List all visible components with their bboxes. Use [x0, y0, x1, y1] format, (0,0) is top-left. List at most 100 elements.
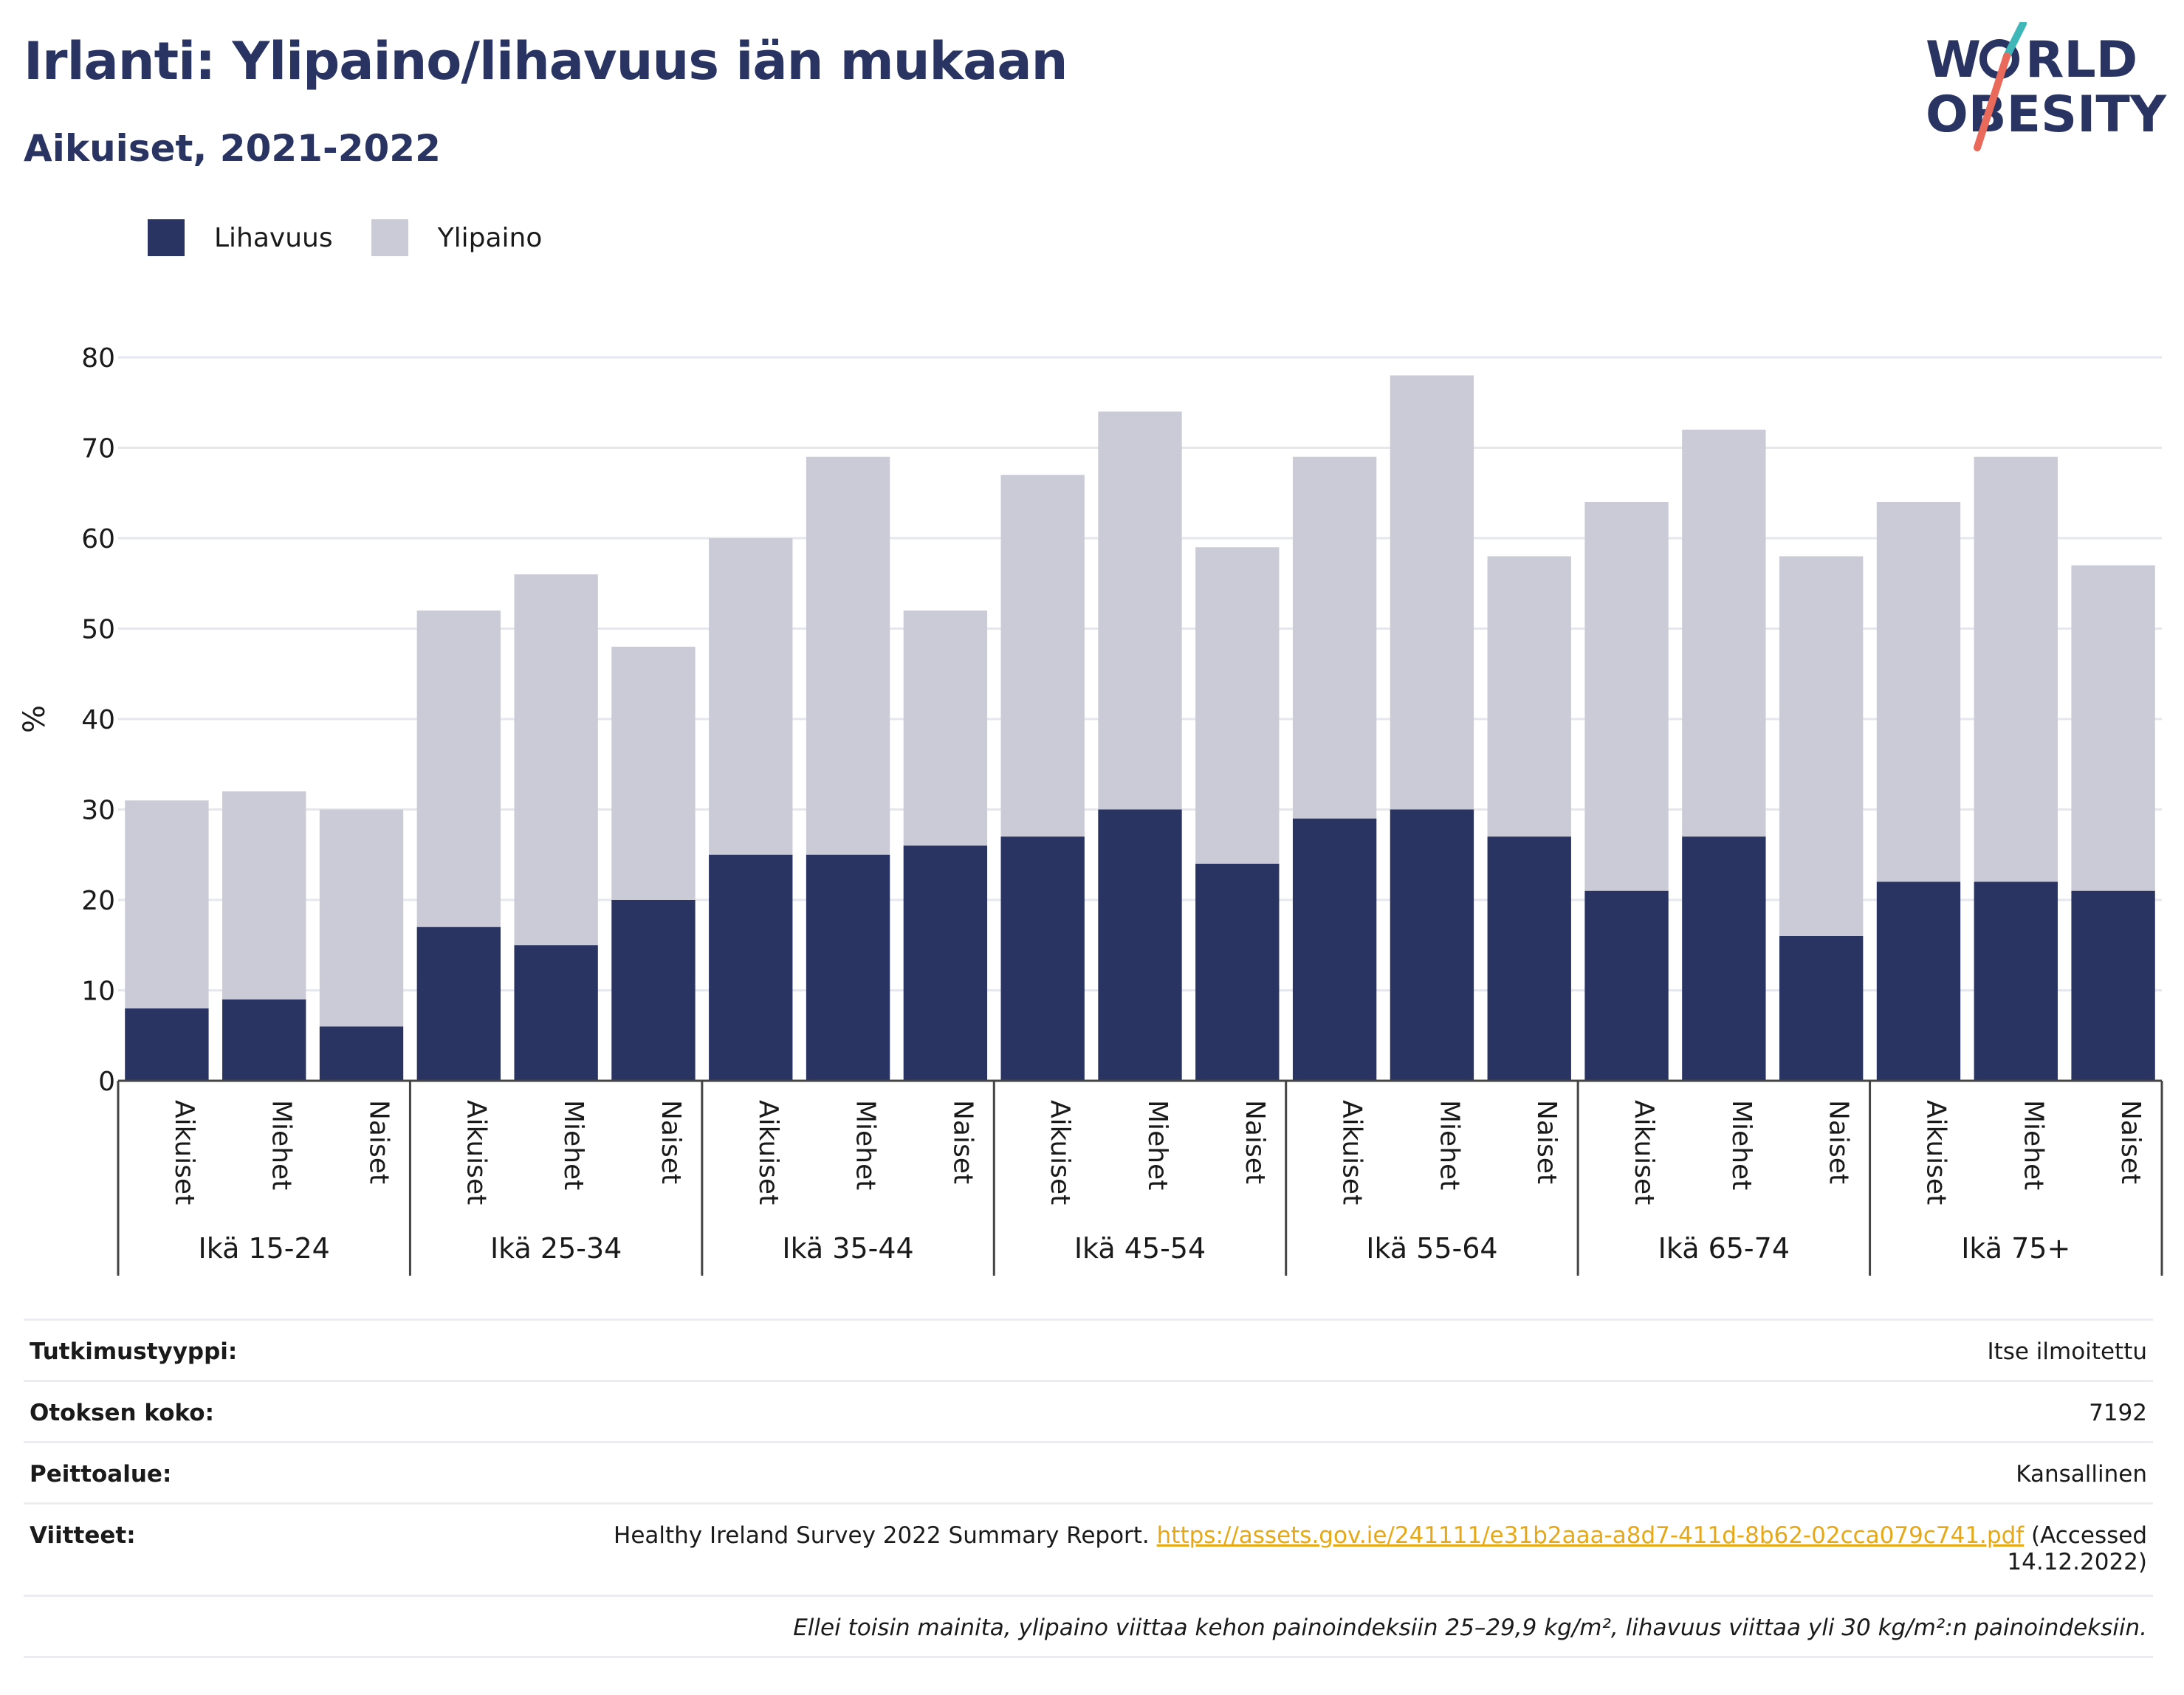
info-row-note: Ellei toisin mainita, ylipaino viittaa k… — [24, 1595, 2153, 1658]
bar-obesity — [1974, 881, 2058, 1081]
bar-obesity — [319, 1026, 404, 1081]
x-subcategory-label: Naiset — [1531, 1100, 1562, 1184]
bar-overweight — [514, 574, 598, 946]
y-tick-label: 20 — [81, 886, 115, 916]
x-subcategory-label: Aikuiset — [1629, 1100, 1659, 1205]
logo-slash-teal — [2003, 22, 2027, 60]
x-group-label: Ikä 45-54 — [1074, 1232, 1206, 1265]
x-subcategory-label: Naiset — [1824, 1100, 1854, 1184]
bar-obesity — [1682, 836, 1766, 1081]
logo-slash-coral — [1974, 52, 2010, 151]
bar-overweight — [1390, 375, 1474, 810]
x-group-label: Ikä 75+ — [1961, 1232, 2070, 1265]
study-type-label: Tutkimustyyppi: — [30, 1338, 238, 1365]
bar-obesity — [1487, 836, 1571, 1081]
reference-text: Healthy Ireland Survey 2022 Summary Repo… — [614, 1522, 1150, 1549]
x-subcategory-label: Aikuiset — [1045, 1100, 1075, 1205]
y-tick-label: 30 — [81, 796, 115, 826]
bar-overweight — [1487, 556, 1571, 837]
x-subcategory-label: Miehet — [267, 1100, 297, 1190]
bar-overweight — [1974, 456, 2058, 882]
bar-overweight — [1000, 475, 1085, 837]
world-obesity-logo: W RLD OBESITY — [1926, 22, 2167, 151]
sample-label: Otoksen koko: — [30, 1400, 214, 1426]
x-subcategory-label: Miehet — [851, 1100, 881, 1190]
x-subcategory-label: Naiset — [364, 1100, 394, 1184]
bar-overweight — [1682, 430, 1766, 837]
reference-accessed-2: 14.12.2022) — [2007, 1549, 2147, 1575]
x-subcategory-label: Aikuiset — [1337, 1100, 1367, 1205]
references-label: Viitteet: — [30, 1522, 136, 1549]
bar-overweight — [416, 611, 501, 927]
reference-link[interactable]: https://assets.gov.ie/241111/e31b2aaa-a8… — [1156, 1522, 2025, 1549]
bar-obesity — [1390, 809, 1474, 1081]
bar-obesity — [903, 845, 988, 1081]
bar-obesity — [514, 945, 598, 1081]
y-tick-label: 80 — [81, 343, 115, 374]
bar-overweight — [806, 456, 890, 855]
bar-overweight — [222, 791, 306, 1000]
info-row-study-type: Tutkimustyyppi: Itse ilmoitettu — [24, 1318, 2153, 1380]
legend-swatch-obesity — [148, 219, 185, 256]
bar-obesity — [2071, 890, 2155, 1081]
x-group-label: Ikä 15-24 — [199, 1232, 330, 1265]
info-row-coverage: Peittoalue: Kansallinen — [24, 1441, 2153, 1502]
y-tick-label: 70 — [81, 434, 115, 464]
legend-label-obesity: Lihavuus — [214, 222, 333, 253]
bar-overweight — [1876, 502, 1961, 882]
x-subcategory-label: Aikuiset — [753, 1100, 783, 1205]
x-subcategory-label: Miehet — [558, 1100, 588, 1190]
x-group-label: Ikä 25-34 — [490, 1232, 622, 1265]
bar-overweight — [611, 647, 696, 900]
coverage-label: Peittoalue: — [30, 1461, 172, 1488]
bar-overweight — [125, 800, 209, 1008]
chart-title: Irlanti: Ylipaino/lihavuus iän mukaan — [24, 31, 1068, 92]
info-table: Tutkimustyyppi: Itse ilmoitettu Otoksen … — [24, 1318, 2153, 1658]
bar-obesity — [1000, 836, 1085, 1081]
legend-item-overweight: Ylipaino — [371, 219, 543, 256]
bar-overweight — [1195, 547, 1280, 864]
coverage-value: Kansallinen — [2016, 1461, 2147, 1488]
bar-obesity — [125, 1008, 209, 1081]
bar-overweight — [1779, 556, 1864, 936]
chart-subtitle: Aikuiset, 2021-2022 — [24, 127, 441, 170]
references-value: Healthy Ireland Survey 2022 Summary Repo… — [614, 1505, 2147, 1575]
y-axis-label: % — [18, 705, 52, 733]
x-subcategory-label: Aikuiset — [1920, 1100, 1951, 1205]
x-subcategory-label: Aikuiset — [169, 1100, 199, 1205]
x-subcategory-label: Naiset — [656, 1100, 686, 1184]
bar-obesity — [1098, 809, 1182, 1081]
bar-obesity — [1292, 818, 1377, 1081]
x-subcategory-label: Aikuiset — [461, 1100, 491, 1205]
bar-obesity — [416, 926, 501, 1081]
bar-obesity — [709, 854, 793, 1081]
x-group-label: Ikä 65-74 — [1658, 1232, 1790, 1265]
x-group-label: Ikä 35-44 — [782, 1232, 913, 1265]
bar-obesity — [806, 854, 890, 1081]
bar-overweight — [1098, 411, 1182, 810]
logo-line2: OBESITY — [1926, 86, 2167, 144]
x-subcategory-label: Miehet — [1726, 1100, 1757, 1190]
sample-value: 7192 — [2089, 1400, 2147, 1426]
x-subcategory-label: Miehet — [2018, 1100, 2048, 1190]
y-tick-label: 0 — [98, 1067, 115, 1097]
bar-overweight — [903, 611, 988, 846]
y-tick-label: 60 — [81, 524, 115, 554]
chart-legend: Lihavuus Ylipaino — [148, 219, 580, 257]
info-row-sample: Otoksen koko: 7192 — [24, 1380, 2153, 1441]
bar-obesity — [1195, 864, 1280, 1081]
bar-overweight — [709, 538, 793, 855]
x-subcategory-label: Naiset — [1240, 1100, 1270, 1184]
y-tick-label: 50 — [81, 615, 115, 645]
bar-obesity — [611, 900, 696, 1081]
bar-overweight — [1292, 456, 1377, 819]
x-subcategory-label: Naiset — [947, 1100, 978, 1184]
legend-label-overweight: Ylipaino — [437, 222, 543, 253]
bar-obesity — [222, 999, 306, 1081]
bar-overweight — [2071, 565, 2155, 891]
logo-line1: W RLD — [1926, 31, 2137, 89]
study-type-value: Itse ilmoitettu — [1987, 1338, 2147, 1365]
bar-overweight — [1584, 502, 1669, 891]
bar-obesity — [1779, 936, 1864, 1081]
x-group-label: Ikä 55-64 — [1366, 1232, 1497, 1265]
